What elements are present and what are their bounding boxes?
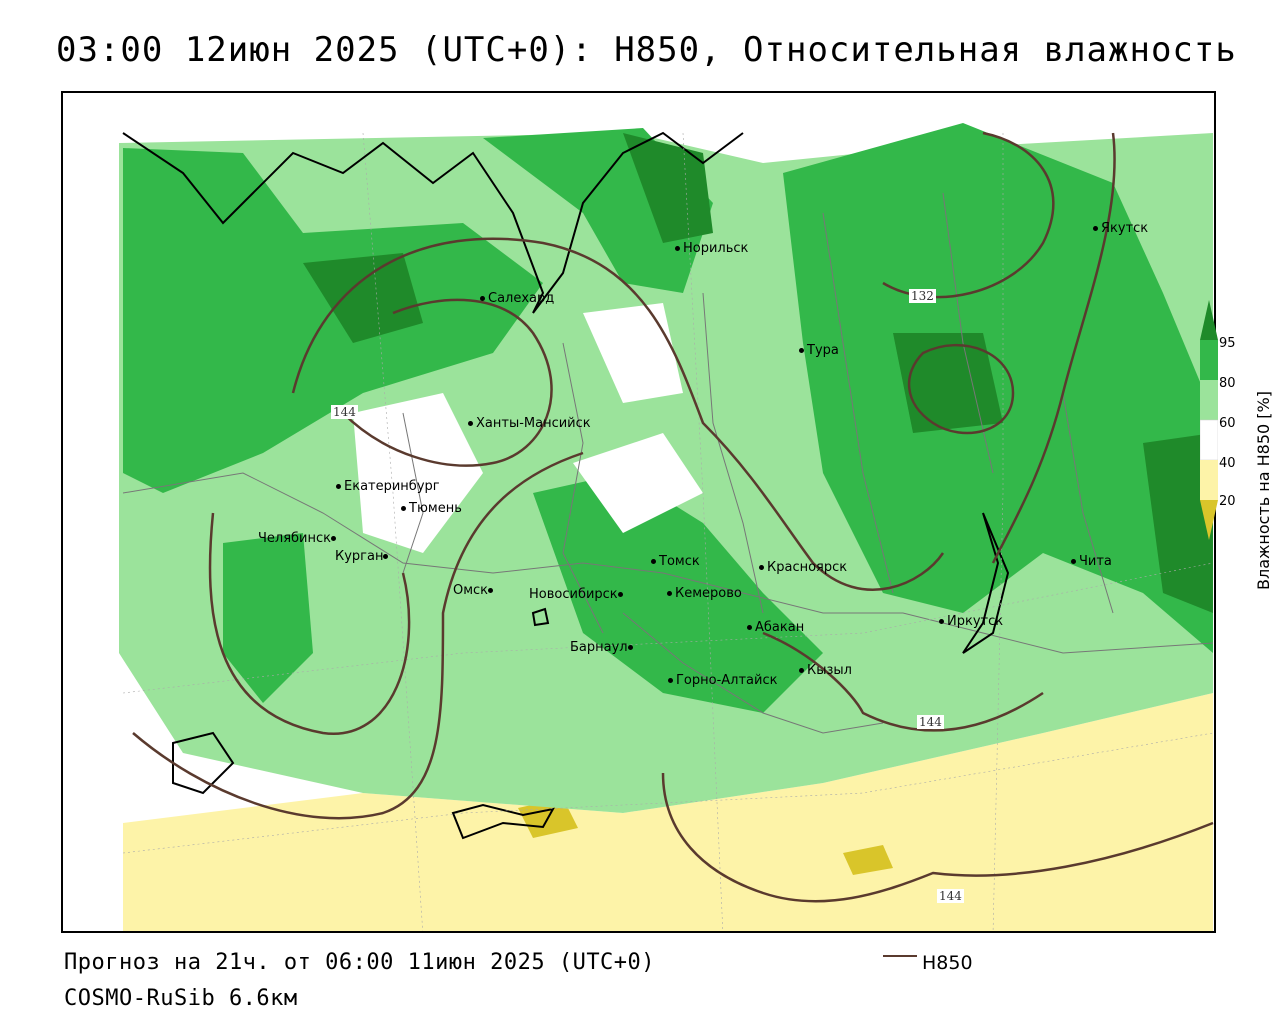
dry-area <box>583 303 683 403</box>
city-salekhard: Салехард <box>480 291 554 306</box>
colorbar-title: Влажность на H850 [%] <box>1254 391 1273 590</box>
city-marker-icon <box>651 559 656 564</box>
model-name: COSMO-RuSib 6.6км <box>64 986 298 1011</box>
city-marker-icon <box>799 668 804 673</box>
city-yekaterinburg: Екатеринбург <box>336 479 440 494</box>
city-kyzyl: Кызыл <box>799 663 852 678</box>
city-marker-icon <box>401 506 406 511</box>
humid-zone-east <box>783 123 1213 653</box>
colorbar-tick: 80 <box>1219 376 1236 391</box>
city-novosibirsk: Новосибирск <box>529 587 626 602</box>
colorbar-tick: 95 <box>1219 336 1236 351</box>
city-marker-icon <box>383 554 389 559</box>
colorbar-tick: 40 <box>1219 456 1236 471</box>
humid-zone-center <box>533 473 823 713</box>
very-humid-zone <box>1143 433 1213 613</box>
colorbar <box>1200 300 1218 540</box>
legend-line-swatch <box>883 955 917 957</box>
city-norilsk: Норильск <box>675 241 748 256</box>
region-borders <box>122 192 1214 734</box>
humid-zone-west <box>123 148 543 493</box>
city-irkutsk: Иркутск <box>939 614 1003 629</box>
dry-area <box>353 393 483 553</box>
isohypse-label-144: 144 <box>331 405 358 419</box>
city-yakutsk: Якутск <box>1093 221 1148 236</box>
dry-area <box>573 433 703 533</box>
city-tura: Тура <box>799 343 839 358</box>
city-gorno-altaysk: Горно-Алтайск <box>668 673 777 688</box>
city-marker-icon <box>627 645 633 650</box>
forecast-info: Прогноз на 21ч. от 06:00 11июн 2025 (UTC… <box>64 950 656 975</box>
city-kurgan: Курган <box>335 549 391 564</box>
city-marker-icon <box>747 625 752 630</box>
humidity-map <box>119 123 1214 931</box>
isohypse-label-144: 144 <box>937 889 964 903</box>
city-marker-icon <box>331 536 337 541</box>
city-khanty-mansiysk: Ханты-Мансийск <box>468 416 591 431</box>
city-marker-icon <box>799 348 804 353</box>
very-humid-zone <box>303 253 423 343</box>
very-humid-zone <box>623 133 713 243</box>
city-omsk: Омск <box>453 583 496 598</box>
legend-label: H850 <box>922 952 973 974</box>
city-chita: Чита <box>1071 554 1112 569</box>
city-marker-icon <box>468 421 473 426</box>
city-marker-icon <box>488 588 494 593</box>
city-marker-icon <box>336 484 341 489</box>
colorbar-tick: 60 <box>1219 416 1236 431</box>
city-marker-icon <box>668 678 673 683</box>
city-marker-icon <box>480 296 485 301</box>
city-tyumen: Тюмень <box>401 501 462 516</box>
isohypse-label-144: 144 <box>917 715 944 729</box>
map-title: 03:00 12июн 2025 (UTC+0): H850, Относите… <box>56 30 1237 70</box>
city-marker-icon <box>675 246 680 251</box>
city-marker-icon <box>1071 559 1076 564</box>
city-marker-icon <box>939 619 944 624</box>
coastlines <box>122 131 1010 840</box>
humid-zone-ural <box>223 533 313 703</box>
city-marker-icon <box>1093 226 1098 231</box>
city-marker-icon <box>667 591 672 596</box>
colorbar-tick: 20 <box>1219 494 1236 509</box>
city-marker-icon <box>617 592 623 597</box>
city-marker-icon <box>759 565 764 570</box>
city-tomsk: Томск <box>651 554 700 569</box>
very-humid-zone <box>893 333 1003 433</box>
city-abakan: Абакан <box>747 620 804 635</box>
city-chelyabinsk: Челябинск <box>258 531 339 546</box>
city-barnaul: Барнаул <box>570 640 636 655</box>
isohypse-label-132: 132 <box>909 289 936 303</box>
city-kemerovo: Кемерово <box>667 586 742 601</box>
map-area[interactable]: 132 144 144 144 Норильск Якутск Салехард… <box>61 91 1216 933</box>
city-krasnoyarsk: Красноярск <box>759 560 847 575</box>
graticule <box>122 132 1214 931</box>
isohypses-h850 <box>132 131 1214 903</box>
very-dry-spot <box>843 845 893 875</box>
